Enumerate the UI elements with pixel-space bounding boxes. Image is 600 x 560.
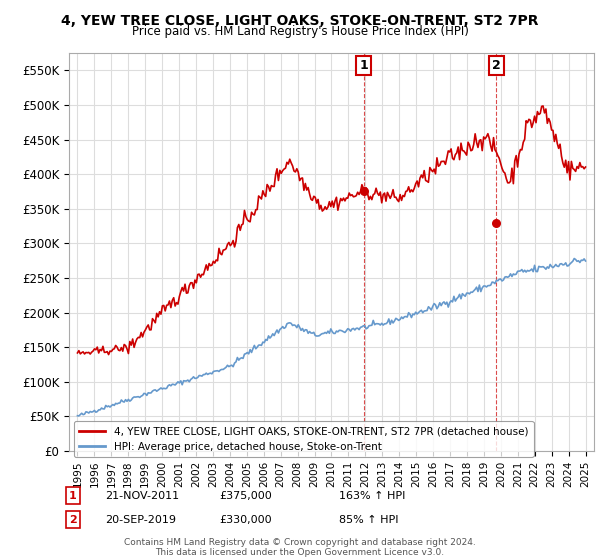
Text: Contains HM Land Registry data © Crown copyright and database right 2024.
This d: Contains HM Land Registry data © Crown c…: [124, 538, 476, 557]
Text: Price paid vs. HM Land Registry's House Price Index (HPI): Price paid vs. HM Land Registry's House …: [131, 25, 469, 38]
Text: 1: 1: [69, 491, 77, 501]
Point: [491, 218, 501, 227]
Text: 20-SEP-2019: 20-SEP-2019: [105, 515, 176, 525]
Text: £330,000: £330,000: [219, 515, 272, 525]
Text: 163% ↑ HPI: 163% ↑ HPI: [339, 491, 406, 501]
Text: £375,000: £375,000: [219, 491, 272, 501]
Point: [359, 187, 368, 196]
Legend: 4, YEW TREE CLOSE, LIGHT OAKS, STOKE-ON-TRENT, ST2 7PR (detached house), HPI: Av: 4, YEW TREE CLOSE, LIGHT OAKS, STOKE-ON-…: [74, 421, 533, 457]
Text: 85% ↑ HPI: 85% ↑ HPI: [339, 515, 398, 525]
Text: 4, YEW TREE CLOSE, LIGHT OAKS, STOKE-ON-TRENT, ST2 7PR: 4, YEW TREE CLOSE, LIGHT OAKS, STOKE-ON-…: [61, 14, 539, 28]
Text: 2: 2: [69, 515, 77, 525]
Text: 2: 2: [492, 59, 500, 72]
Text: 1: 1: [359, 59, 368, 72]
Text: 21-NOV-2011: 21-NOV-2011: [105, 491, 179, 501]
